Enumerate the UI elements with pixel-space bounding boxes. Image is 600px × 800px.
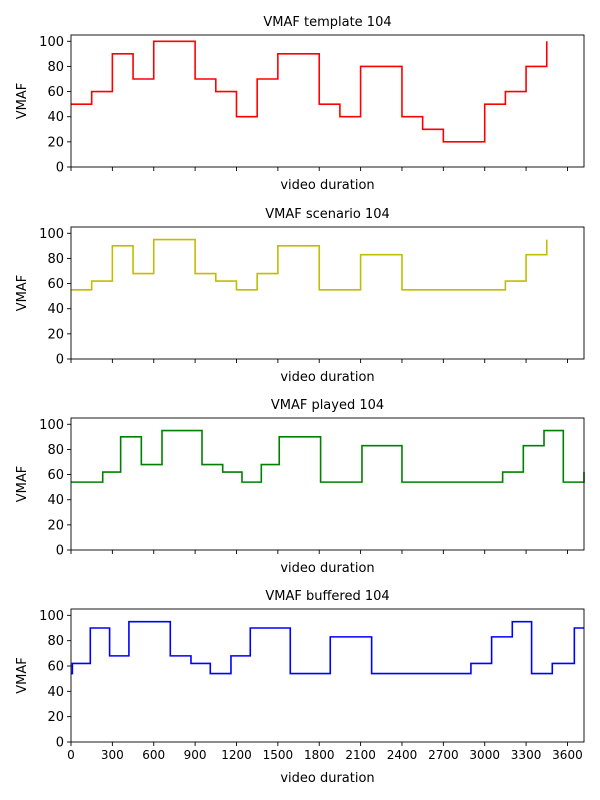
chart-title: VMAF scenario 104 [265,207,390,222]
y-tick-label: 60 [47,277,64,292]
x-tick-label: 2400 [387,748,418,762]
x-tick-label: 3000 [469,748,500,762]
chart-panel-2: VMAF scenario 104 0 20 40 60 80 100 video durat… [15,207,585,385]
y-tick-label: 80 [47,60,64,75]
x-tick-label: 2100 [345,748,376,762]
y-tick-label: 100 [39,227,64,242]
x-axis-label: video duration [280,771,374,786]
x-tick-label: 0 [67,748,75,762]
x-tick-label: 2700 [428,748,459,762]
y-tick-label: 100 [39,418,64,433]
chart-title: VMAF buffered 104 [265,589,389,604]
chart-panel-4: VMAF buffered 104 0 20 40 60 80 100 0 300 600 900 1… [15,589,585,786]
x-tick-label: 3300 [511,748,542,762]
y-tick-label: 40 [47,685,64,700]
x-tick-label: 1800 [304,748,335,762]
series-line [71,429,585,483]
y-tick-label: 0 [56,161,64,176]
y-tick-label: 20 [47,710,64,725]
y-tick-label: 100 [39,609,64,624]
y-axis-label: VMAF [15,466,30,502]
y-tick-label: 20 [47,327,64,342]
y-axis-label: VMAF [15,657,30,693]
y-tick-label: 60 [47,85,64,100]
y-tick-label: 0 [56,353,64,368]
x-tick-label: 300 [101,748,124,762]
x-tick-label: 1500 [263,748,294,762]
x-axis-label: video duration [280,178,374,193]
y-tick-label: 40 [47,302,64,317]
y-tick-label: 40 [47,493,64,508]
series-line [71,238,548,291]
y-tick-label: 40 [47,110,64,125]
y-tick-label: 80 [47,634,64,649]
y-tick-label: 0 [56,544,64,559]
y-tick-label: 20 [47,135,64,150]
x-tick-label: 900 [184,748,207,762]
chart-title: VMAF played 104 [271,398,384,413]
x-tick-label: 1200 [221,748,252,762]
x-axis-label: video duration [280,561,374,576]
chart-title: VMAF template 104 [263,15,391,30]
chart-panel-1: VMAF template 104 0 20 40 60 80 100 video durat… [15,15,585,193]
y-axis-label: VMAF [15,83,30,119]
y-tick-label: 60 [47,468,64,483]
y-axis-label: VMAF [15,275,30,311]
y-tick-label: 100 [39,35,64,50]
chart-panel-3: VMAF played 104 0 20 40 60 80 100 video duratio… [15,398,585,576]
x-tick-label: 3600 [552,748,583,762]
x-tick-label: 600 [142,748,165,762]
y-tick-label: 20 [47,518,64,533]
y-tick-label: 0 [56,736,64,751]
series-line [71,40,548,143]
axes-frame [70,226,585,360]
series-line [71,620,584,675]
axes-frame [70,417,585,551]
y-tick-label: 80 [47,443,64,458]
x-axis-label: video duration [280,370,374,385]
axes-frame [70,34,585,168]
axes-frame [70,608,585,743]
y-tick-label: 60 [47,660,64,675]
y-tick-label: 80 [47,252,64,267]
